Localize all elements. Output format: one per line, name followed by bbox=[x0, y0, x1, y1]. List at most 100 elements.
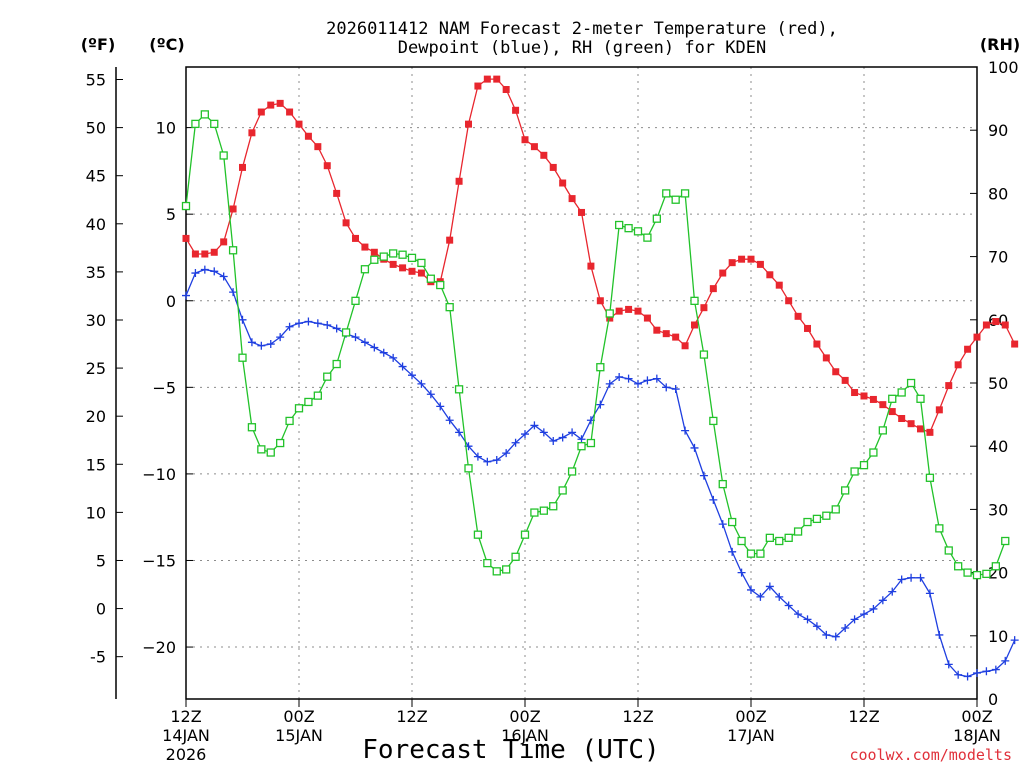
rh-point bbox=[341, 328, 351, 337]
rh-tick-label: 50 bbox=[988, 374, 1008, 393]
dewpoint-point bbox=[247, 338, 256, 347]
temperature-point bbox=[766, 271, 774, 279]
temperature-point bbox=[935, 406, 943, 414]
temperature-point bbox=[606, 314, 614, 322]
dewpoint-point bbox=[718, 520, 727, 529]
dewpoint-point bbox=[549, 437, 558, 446]
celsius-tick-label: −5 bbox=[152, 378, 176, 397]
dewpoint-point bbox=[982, 667, 991, 676]
temperature-point bbox=[982, 321, 990, 329]
rh-point bbox=[417, 258, 426, 268]
rh-point bbox=[680, 189, 690, 198]
dewpoint-point bbox=[831, 632, 840, 641]
temperature-point bbox=[220, 238, 228, 246]
celsius-tick-label: 5 bbox=[166, 205, 176, 224]
temperature-point bbox=[691, 321, 698, 329]
dewpoint-point bbox=[360, 338, 369, 347]
dewpoint-point bbox=[323, 320, 332, 329]
temperature-point bbox=[775, 281, 783, 289]
chart-title: 2026011412 NAM Forecast 2-meter Temperat… bbox=[326, 19, 838, 39]
temperature-point bbox=[493, 75, 501, 83]
rh-point bbox=[746, 549, 756, 558]
temperature-point bbox=[794, 312, 802, 320]
rh-point bbox=[954, 562, 963, 571]
dewpoint-point bbox=[389, 353, 398, 362]
rh-point bbox=[276, 438, 285, 448]
dewpoint-point bbox=[370, 343, 379, 352]
rh-point bbox=[615, 220, 624, 230]
rh-point bbox=[728, 517, 737, 527]
dewpoint-point bbox=[577, 435, 586, 444]
rh-point bbox=[285, 416, 294, 426]
rh-point bbox=[520, 530, 530, 539]
dewpoint-point bbox=[473, 452, 482, 461]
temperature-point bbox=[634, 307, 642, 315]
date-tick-label: 14JAN bbox=[162, 726, 210, 745]
series-dewpoint bbox=[182, 265, 1019, 681]
temperature-point bbox=[841, 376, 849, 384]
rh-point bbox=[1001, 536, 1010, 546]
dewpoint-point bbox=[417, 379, 426, 388]
rh-point bbox=[888, 394, 897, 403]
rh-point bbox=[652, 214, 661, 223]
temperature-point bbox=[738, 255, 746, 263]
dewpoint-point bbox=[558, 433, 567, 442]
dewpoint-point bbox=[530, 421, 539, 430]
rh-point bbox=[219, 151, 228, 160]
temperature-point bbox=[804, 324, 811, 332]
year-tick-label: 2026 bbox=[166, 745, 207, 764]
rh-point bbox=[426, 274, 435, 283]
dewpoint-point bbox=[210, 267, 219, 276]
rh-point bbox=[878, 426, 887, 435]
rh-tick-label: 30 bbox=[988, 500, 1008, 519]
dewpoint-point bbox=[747, 585, 755, 594]
dewpoint-point bbox=[276, 333, 285, 342]
temperature-point bbox=[992, 318, 1000, 326]
chart-subtitle: Dewpoint (blue), RH (green) for KDEN bbox=[398, 38, 766, 58]
rh-point bbox=[502, 565, 511, 574]
fahrenheit-unit-label: (ºF) bbox=[81, 35, 116, 54]
dewpoint-point bbox=[568, 428, 577, 437]
temperature-point bbox=[756, 260, 764, 268]
rh-point bbox=[323, 372, 332, 381]
rh-line bbox=[185, 113, 1006, 576]
temperature-point bbox=[295, 120, 303, 128]
rh-point bbox=[605, 309, 614, 318]
temperature-point bbox=[822, 354, 830, 362]
dewpoint-point bbox=[794, 610, 803, 619]
temperature-point bbox=[446, 236, 454, 244]
rh-tick-label: 70 bbox=[988, 248, 1008, 267]
rh-point bbox=[492, 567, 501, 576]
x-axis-label: Forecast Time (UTC) bbox=[362, 735, 659, 765]
rh-point bbox=[906, 378, 916, 388]
dewpoint-point bbox=[229, 288, 238, 297]
temperature-point bbox=[672, 333, 680, 341]
fahrenheit-tick-label: 35 bbox=[86, 263, 106, 282]
rh-tick-label: 10 bbox=[988, 627, 1008, 646]
temperature-point bbox=[879, 401, 887, 409]
rh-point bbox=[464, 464, 473, 473]
rh-point bbox=[831, 505, 840, 514]
temperature-point bbox=[399, 264, 407, 272]
dewpoint-point bbox=[295, 319, 303, 328]
dewpoint-point bbox=[869, 604, 878, 613]
dewpoint-point bbox=[313, 319, 322, 328]
temperature-point bbox=[869, 395, 877, 403]
rh-point bbox=[925, 473, 935, 482]
rh-point bbox=[511, 552, 520, 561]
temperature-point bbox=[832, 368, 840, 376]
rh-point bbox=[812, 514, 822, 524]
temperature-point bbox=[1001, 321, 1009, 329]
rh-point bbox=[294, 404, 304, 413]
rh-tick-label: 0 bbox=[988, 690, 998, 709]
rh-point bbox=[398, 250, 407, 259]
temperature-point bbox=[568, 195, 576, 203]
rh-point bbox=[775, 536, 784, 546]
rh-point bbox=[756, 549, 765, 558]
dewpoint-point bbox=[521, 430, 529, 439]
dewpoint-point bbox=[775, 592, 784, 601]
rh-point bbox=[596, 363, 605, 372]
time-tick-label: 12Z bbox=[396, 707, 427, 726]
temperature-point bbox=[314, 143, 322, 151]
